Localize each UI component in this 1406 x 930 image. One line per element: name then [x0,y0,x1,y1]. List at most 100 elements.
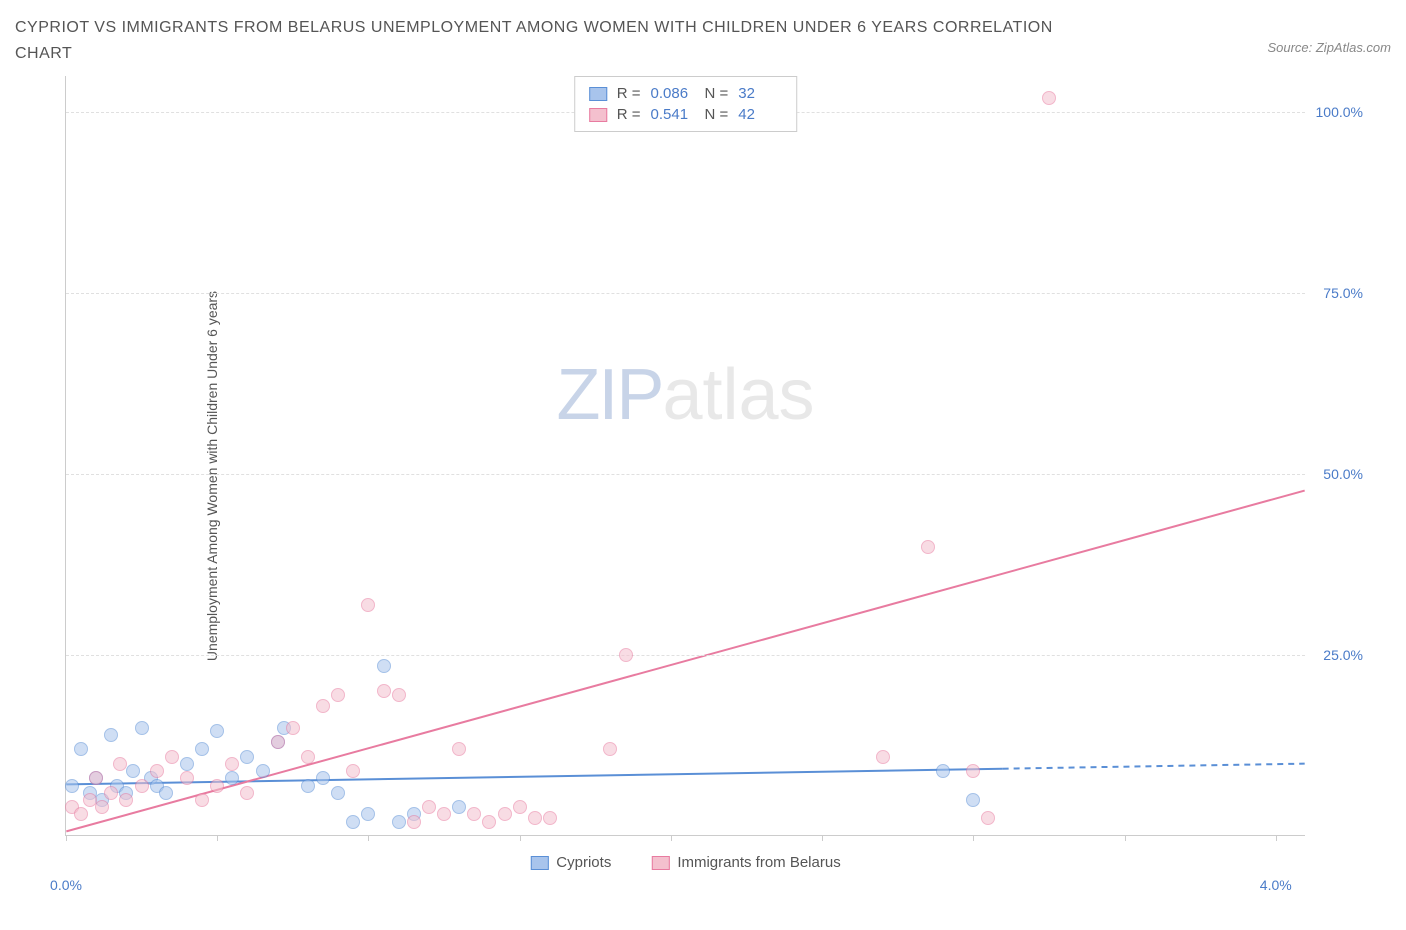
x-tick [368,835,369,841]
n-label: N = [705,106,729,123]
swatch-belarus [589,108,607,122]
x-tick [520,835,521,841]
scatter-point-belarus [392,688,406,702]
scatter-point-cypriots [301,779,315,793]
x-tick [973,835,974,841]
x-tick [822,835,823,841]
x-tick [1276,835,1277,841]
y-tick-label: 100.0% [1316,104,1363,120]
scatter-point-cypriots [180,757,194,771]
scatter-point-belarus [95,800,109,814]
scatter-point-belarus [240,786,254,800]
scatter-point-belarus [498,807,512,821]
scatter-point-cypriots [377,659,391,673]
scatter-point-cypriots [104,728,118,742]
gridline-h [66,293,1305,294]
legend-item-belarus: Immigrants from Belarus [651,854,840,871]
gridline-h [66,474,1305,475]
n-value-belarus: 42 [738,106,782,123]
scatter-point-belarus [543,811,557,825]
scatter-point-cypriots [346,815,360,829]
scatter-point-belarus [407,815,421,829]
scatter-point-belarus [377,684,391,698]
scatter-point-cypriots [210,724,224,738]
trendline-belarus [66,491,1304,832]
correlation-chart: CYPRIOT VS IMMIGRANTS FROM BELARUS UNEMP… [15,15,1391,915]
stats-row-belarus: R = 0.541 N = 42 [589,104,783,125]
scatter-point-cypriots [135,721,149,735]
scatter-point-belarus [1042,91,1056,105]
x-tick [217,835,218,841]
trendline-cypriots [66,769,1002,785]
n-label: N = [705,85,729,102]
scatter-point-cypriots [65,779,79,793]
scatter-point-belarus [346,764,360,778]
source-prefix: Source: [1267,40,1315,55]
x-tick [66,835,67,841]
n-value-cypriots: 32 [738,85,782,102]
legend-label-belarus: Immigrants from Belarus [677,854,840,871]
scatter-point-belarus [271,735,285,749]
scatter-point-belarus [422,800,436,814]
r-value-belarus: 0.541 [651,106,695,123]
scatter-point-cypriots [316,771,330,785]
legend-label-cypriots: Cypriots [556,854,611,871]
chart-title: CYPRIOT VS IMMIGRANTS FROM BELARUS UNEMP… [15,15,1115,66]
scatter-point-cypriots [452,800,466,814]
scatter-point-belarus [331,688,345,702]
scatter-point-belarus [921,540,935,554]
x-tick-label: 0.0% [50,877,82,893]
legend-swatch-cypriots [530,856,548,870]
scatter-point-belarus [225,757,239,771]
plot-wrapper: Unemployment Among Women with Children U… [55,76,1375,876]
r-label: R = [617,106,641,123]
scatter-point-belarus [135,779,149,793]
scatter-point-belarus [437,807,451,821]
scatter-point-cypriots [195,742,209,756]
scatter-point-cypriots [126,764,140,778]
header-row: CYPRIOT VS IMMIGRANTS FROM BELARUS UNEMP… [15,15,1391,66]
scatter-point-cypriots [966,793,980,807]
scatter-point-cypriots [331,786,345,800]
scatter-point-cypriots [936,764,950,778]
legend-swatch-belarus [651,856,669,870]
x-tick [1125,835,1126,841]
scatter-point-belarus [89,771,103,785]
scatter-point-belarus [981,811,995,825]
scatter-point-belarus [113,757,127,771]
scatter-point-cypriots [159,786,173,800]
scatter-point-belarus [528,811,542,825]
scatter-point-belarus [150,764,164,778]
source-attribution: Source: ZipAtlas.com [1267,40,1391,55]
scatter-point-belarus [482,815,496,829]
gridline-h [66,655,1305,656]
plot-area: ZIPatlas R =0.086N =32R =0.541N =42 Cypr… [65,76,1305,836]
scatter-point-belarus [513,800,527,814]
r-label: R = [617,85,641,102]
scatter-point-belarus [361,598,375,612]
r-value-cypriots: 0.086 [651,85,695,102]
x-tick-label: 4.0% [1260,877,1292,893]
source-name: ZipAtlas.com [1316,40,1391,55]
scatter-point-belarus [467,807,481,821]
scatter-point-cypriots [225,771,239,785]
trendline-dashed-cypriots [1003,764,1305,769]
trendlines-layer [66,76,1305,835]
scatter-point-belarus [210,779,224,793]
scatter-point-belarus [180,771,194,785]
scatter-point-cypriots [256,764,270,778]
scatter-point-belarus [619,648,633,662]
scatter-point-belarus [286,721,300,735]
y-tick-label: 25.0% [1323,647,1363,663]
scatter-point-belarus [195,793,209,807]
scatter-point-cypriots [240,750,254,764]
scatter-point-belarus [966,764,980,778]
scatter-point-cypriots [361,807,375,821]
scatter-point-belarus [603,742,617,756]
series-legend: Cypriots Immigrants from Belarus [530,854,840,871]
scatter-point-belarus [876,750,890,764]
scatter-point-belarus [452,742,466,756]
scatter-point-cypriots [392,815,406,829]
stats-row-cypriots: R = 0.086 N = 32 [589,83,783,104]
stats-legend-box: R = 0.086 N = 32 R = 0.541 N = 42 [574,76,798,132]
